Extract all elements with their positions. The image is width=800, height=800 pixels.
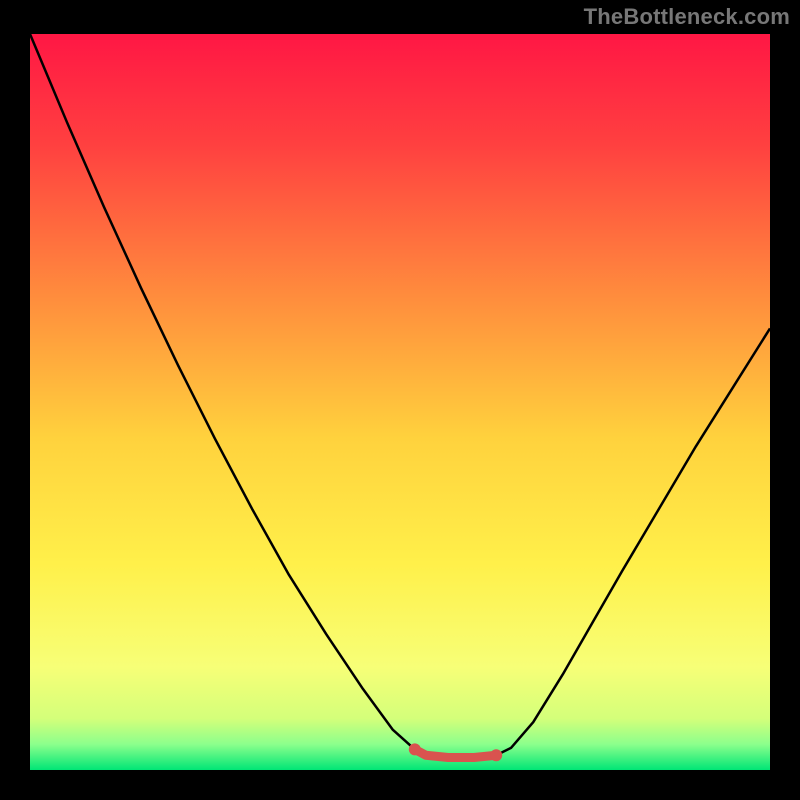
chart-svg (0, 0, 800, 800)
sweet-spot-end-marker (490, 749, 502, 761)
plot-background (30, 34, 770, 770)
watermark-label: TheBottleneck.com (584, 4, 790, 30)
sweet-spot-end-marker (409, 743, 421, 755)
chart-stage: TheBottleneck.com (0, 0, 800, 800)
